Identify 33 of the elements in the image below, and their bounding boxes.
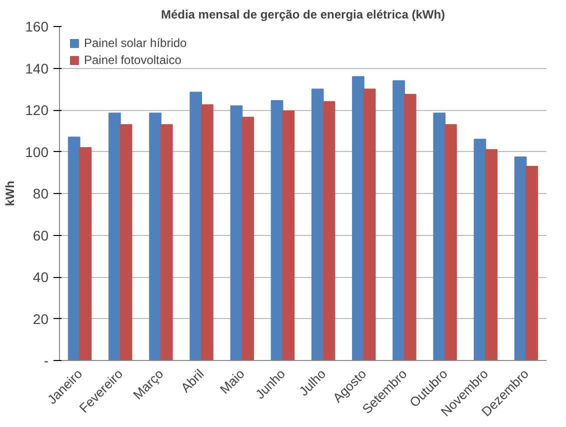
bar [352, 76, 364, 360]
bar [322, 101, 336, 360]
y-tick-label: - [44, 352, 49, 368]
bar [190, 92, 202, 360]
bar [242, 116, 254, 360]
chart-title: Média mensal de gerção de energia elétrica (kWh) [160, 8, 446, 22]
bar [120, 124, 132, 360]
bar [282, 110, 295, 360]
legend-label: Painel solar híbrido [84, 36, 187, 50]
y-tick-label: 20 [32, 310, 49, 327]
y-tick-label: 60 [32, 227, 49, 244]
y-tick-label: 140 [25, 60, 49, 76]
bar [404, 94, 416, 360]
y-axis-title: kWh [3, 180, 18, 206]
y-tick-label: 160 [25, 18, 49, 34]
bar [311, 88, 324, 360]
bar [433, 112, 446, 360]
legend-label: Painel fotovoltaico [84, 53, 182, 67]
y-tick-label: 80 [32, 186, 49, 202]
bar [363, 88, 376, 360]
bar [79, 147, 92, 360]
bar [201, 104, 214, 360]
bar [149, 112, 162, 360]
bar [526, 166, 538, 360]
bar [68, 136, 80, 360]
bar [108, 112, 121, 360]
bar [160, 124, 173, 360]
bar [444, 124, 457, 360]
y-tick-label: 40 [32, 269, 49, 285]
bar [485, 149, 498, 360]
bar [392, 80, 405, 360]
y-tick-label: 100 [25, 144, 49, 160]
y-tick-label: 120 [25, 102, 49, 118]
